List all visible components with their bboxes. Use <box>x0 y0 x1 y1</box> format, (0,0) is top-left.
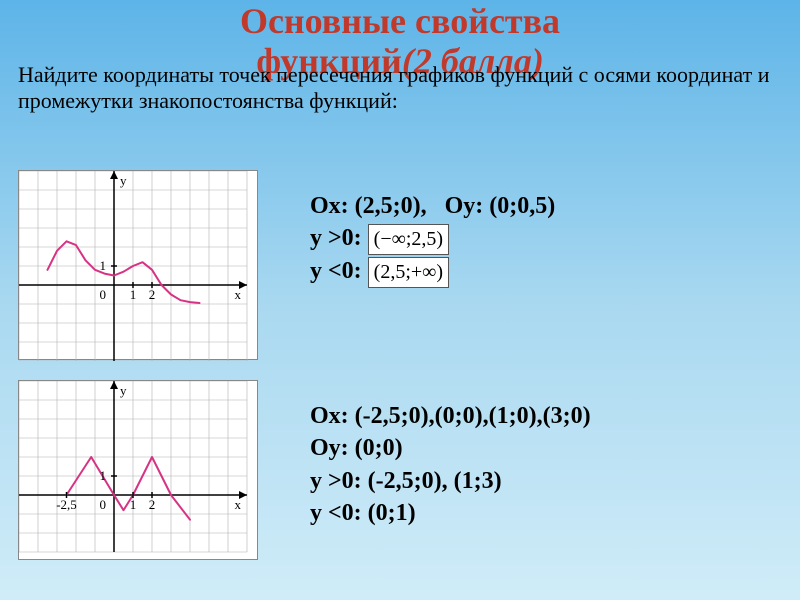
graph-2: yx0121-2,5 <box>18 380 258 560</box>
svg-text:x: x <box>235 497 242 512</box>
task-text: Найдите координаты точек пересечения гра… <box>0 58 800 114</box>
answer-block-2: Ox: (-2,5;0),(0;0),(1;0),(3;0) Oy: (0;0)… <box>310 400 591 530</box>
a2-oy: Oy: (0;0) <box>310 432 591 464</box>
a1-oy: Oy: (0;0,5) <box>445 193 556 219</box>
a1-yminus-label: y <0: <box>310 258 362 284</box>
a1-ox-oy: Ox: (2,5;0), Oy: (0;0,5) <box>310 190 555 222</box>
svg-text:2: 2 <box>149 287 156 302</box>
a2-yminus: y <0: (0;1) <box>310 497 591 529</box>
a2-yplus: y >0: (-2,5;0), (1;3) <box>310 465 591 497</box>
svg-text:x: x <box>235 287 242 302</box>
a2-ox: Ox: (-2,5;0),(0;0),(1;0),(3;0) <box>310 400 591 432</box>
svg-text:1: 1 <box>130 497 137 512</box>
svg-text:1: 1 <box>100 258 107 273</box>
a1-yminus: y <0: (2,5;+∞) <box>310 255 555 288</box>
svg-text:-2,5: -2,5 <box>56 497 77 512</box>
a1-yplus-val: (−∞;2,5) <box>368 224 449 255</box>
a1-yminus-val: (2,5;+∞) <box>368 257 449 288</box>
a1-yplus: y >0: (−∞;2,5) <box>310 222 555 255</box>
svg-text:y: y <box>120 173 127 188</box>
svg-text:0: 0 <box>100 287 107 302</box>
svg-text:y: y <box>120 383 127 398</box>
graph-1: yx0121 <box>18 170 258 360</box>
svg-text:1: 1 <box>100 468 107 483</box>
svg-text:2: 2 <box>149 497 156 512</box>
svg-text:0: 0 <box>100 497 107 512</box>
a1-yplus-label: y >0: <box>310 225 362 251</box>
a1-ox: Ox: (2,5;0), <box>310 193 427 219</box>
svg-text:1: 1 <box>130 287 137 302</box>
title-line1: Основные свойства <box>240 1 560 41</box>
answer-block-1: Ox: (2,5;0), Oy: (0;0,5) y >0: (−∞;2,5) … <box>310 190 555 288</box>
